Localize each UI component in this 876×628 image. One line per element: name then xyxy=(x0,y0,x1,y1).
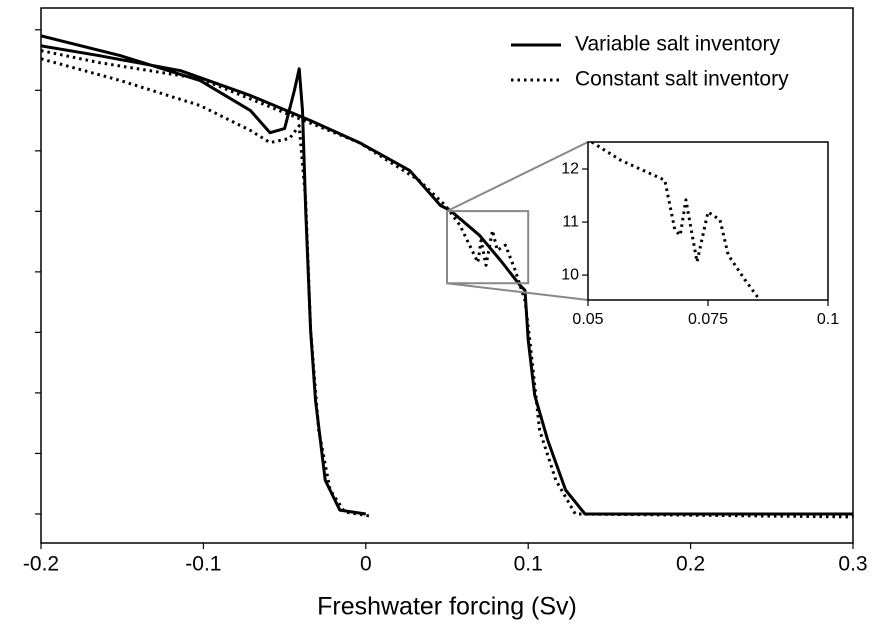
series-line xyxy=(41,34,853,516)
legend-label: Variable salt inventory xyxy=(575,33,781,56)
x-tick-label: 0.1 xyxy=(514,553,543,576)
series-line xyxy=(590,142,762,300)
x-tick-label: 0.075 xyxy=(688,311,728,328)
zoom-connector xyxy=(446,282,589,301)
series-line xyxy=(41,49,853,519)
plot-frame xyxy=(40,7,854,544)
x-axis-label: Freshwater forcing (Sv) xyxy=(317,593,577,621)
x-tick-label: 0 xyxy=(360,553,372,576)
x-tick-label: 0.2 xyxy=(676,553,705,576)
zoom-box xyxy=(446,210,530,285)
legend-label: Constant salt inventory xyxy=(575,68,789,91)
y-tick-label: 12 xyxy=(561,160,579,177)
x-tick-label: -0.2 xyxy=(23,553,59,576)
zoom-connector xyxy=(446,141,589,213)
x-tick-label: 0.05 xyxy=(572,311,603,328)
plot-background xyxy=(588,142,828,300)
x-tick-label: 0.1 xyxy=(817,311,839,328)
y-tick-label: 11 xyxy=(562,213,579,230)
x-tick-label: 0.3 xyxy=(838,553,867,576)
x-tick-label: -0.1 xyxy=(185,553,221,576)
y-tick-label: 10 xyxy=(561,266,579,283)
